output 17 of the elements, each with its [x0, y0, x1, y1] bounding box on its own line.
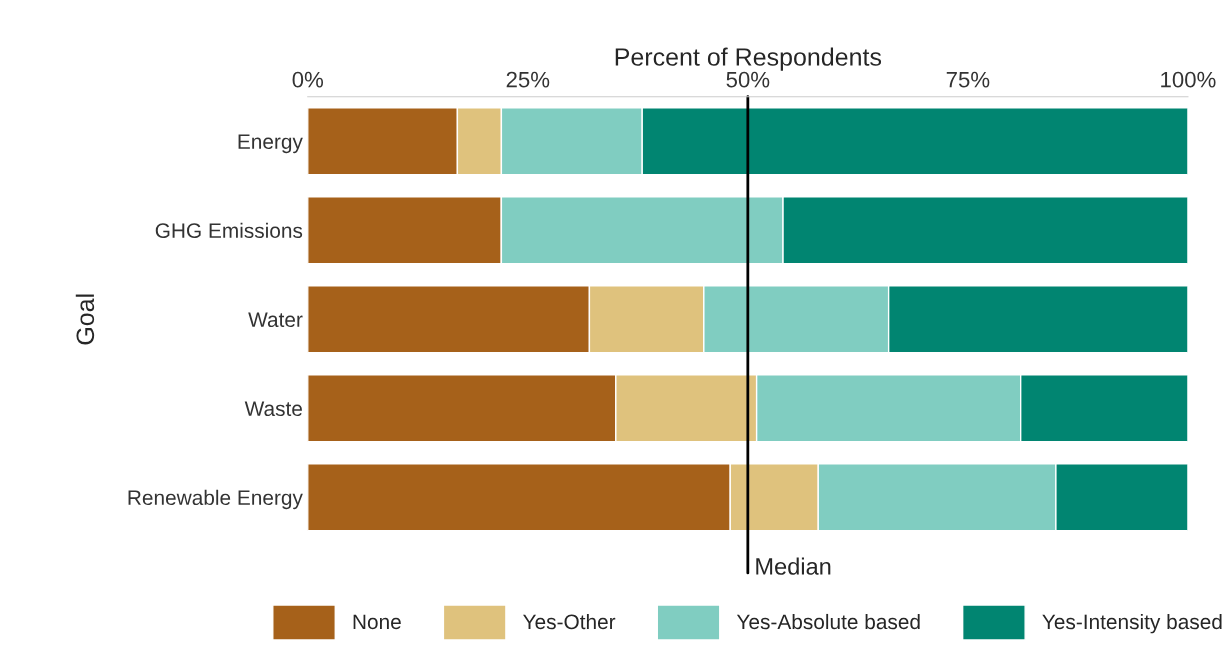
y-tick-label: Renewable Energy: [128, 489, 303, 510]
x-tick-label: 25%: [506, 71, 550, 88]
y-tick-label: Energy: [238, 134, 303, 154]
legend-label: None: [353, 614, 401, 630]
legend-label: Yes-Absolute based: [736, 613, 920, 630]
legend-label: Yes-Other: [523, 613, 616, 630]
legend-label: Yes-Intensity based: [1042, 613, 1222, 634]
x-tick-label: 100%: [1161, 71, 1216, 88]
y-tick-label: GHG Emissions: [155, 222, 303, 239]
y-tick-label: Water: [248, 312, 303, 328]
x-tick-label: 50%: [726, 71, 770, 88]
ref-line-label: Median: [756, 557, 831, 575]
x-axis-title: Percent of Respondents: [615, 47, 882, 71]
x-tick-label: 75%: [946, 71, 990, 88]
y-tick-label: Waste: [244, 401, 302, 417]
x-tick-label: 0%: [292, 71, 324, 88]
y-axis-title: Goal: [75, 294, 95, 345]
